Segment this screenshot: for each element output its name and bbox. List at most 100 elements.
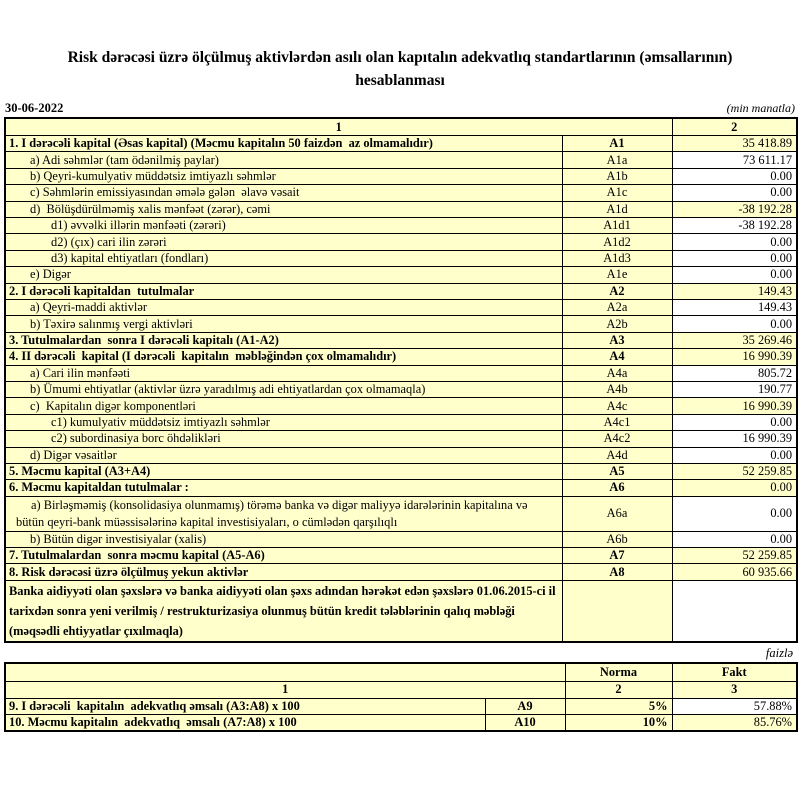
row-value: 52 259.85	[671, 462, 798, 481]
row-label: 9. I dərəcəli kapitalın adekvatlıq əmsal…	[4, 697, 486, 716]
table-row: 5. Məcmu kapital (A3+A4) A5 52 259.85	[4, 462, 798, 481]
row-value: 0.00	[671, 184, 798, 202]
row-code: A6	[561, 479, 673, 497]
row-label: b) Təxirə salınmış vergi aktivləri	[4, 315, 563, 333]
table-row: 9. I dərəcəli kapitalın adekvatlıq əmsal…	[4, 697, 798, 716]
row-code: A4a	[561, 364, 673, 382]
row-value: 16 990.39	[671, 430, 798, 448]
table-row: 6. Məcmu kapitaldan tutulmalar : A6 0.00	[4, 479, 798, 497]
row-code: A1d1	[561, 217, 673, 235]
percent-note: faizlə	[765, 646, 793, 661]
column-number-3: 3	[671, 680, 798, 699]
row-label: 7. Tutulmalardan sonra məcmu kapital (A5…	[4, 547, 563, 565]
row-label: e) Digər	[4, 266, 563, 284]
table-row: 8. Risk dərəcəsi üzrə ölçülmuş yekun akt…	[4, 563, 798, 581]
table-row: e) Digər A1e 0.00	[4, 266, 798, 284]
table-row: c) Səhmlərin emissiyasından əmələ gələn …	[4, 184, 798, 202]
row-value: 0.00	[671, 413, 798, 432]
table-row: d2) (çıx) cari ilin zərəri A1d2 0.00	[4, 233, 798, 251]
row-label: a) Adi səhmlər (tam ödənilmiş paylar)	[4, 151, 563, 169]
row-norma-value: 5%	[564, 697, 673, 716]
row-value: 0.00	[671, 167, 798, 186]
table-row: c1) kumulyativ müddətsiz imtiyazlı səhml…	[4, 413, 798, 432]
row-code: A1c	[561, 184, 673, 202]
column-number-1: 1	[4, 680, 566, 699]
row-value: -38 192.28	[671, 217, 798, 235]
row-code: A6b	[561, 530, 673, 549]
row-label: a) Qeyri-maddi aktivlər	[4, 298, 563, 317]
row-value: 0.00	[671, 266, 798, 284]
row-label: c) Kapitalın digər komponentləri	[4, 397, 563, 415]
row-label: c1) kumulyativ müddətsiz imtiyazlı səhml…	[4, 413, 563, 432]
row-code: A3	[561, 331, 673, 350]
column-header-1: 1	[4, 117, 673, 137]
table-row: a) Adi səhmlər (tam ödənilmiş paylar) A1a…	[4, 151, 798, 169]
row-value: 52 259.85	[671, 547, 798, 565]
table-row: 10. Məcmu kapitalın adekvatlıq əmsalı (A…	[4, 714, 798, 732]
row-code: A8	[561, 563, 673, 581]
column-number-2: 2	[564, 680, 673, 699]
row-value: 805.72	[671, 364, 798, 382]
row-value: 35 418.89	[671, 135, 798, 153]
row-value: 16 990.39	[671, 348, 798, 366]
row-label: 6. Məcmu kapitaldan tutulmalar :	[4, 479, 563, 497]
table-row: a) Birləşməmiş (konsolidasiya olunmamış)…	[4, 495, 798, 532]
row-label: d3) kapital ehtiyatları (fondları)	[4, 249, 563, 268]
row-label: d1) əvvəlki illərin mənfəəti (zərəri)	[4, 217, 563, 235]
row-code: A7	[561, 547, 673, 565]
table-row: a) Cari ilin mənfəəti A4a 805.72	[4, 364, 798, 382]
row-value: 149.43	[671, 282, 798, 301]
row-code: A5	[561, 462, 673, 481]
ratio-table: Norma Fakt 1 2 3 9. I dərəcəli kapitalın…	[4, 662, 798, 733]
table-row: a) Qeyri-maddi aktivlər A2a 149.43	[4, 298, 798, 317]
row-value: 0.00	[671, 495, 798, 532]
row-value: 0.00	[671, 315, 798, 333]
row-value: 149.43	[671, 298, 798, 317]
row-value: 35 269.46	[671, 331, 798, 350]
row-code: A4	[561, 348, 673, 366]
row-code: A6a	[561, 495, 673, 532]
row-value: 0.00	[671, 530, 798, 549]
row-value: 0.00	[671, 233, 798, 251]
row-code: A4c	[561, 397, 673, 415]
row-fakt-value: 85.76%	[671, 714, 798, 732]
column-header-2: 2	[671, 117, 798, 137]
capital-table: 1 2 1. I dərəcəli kapital (Əsas kapital)…	[4, 117, 799, 644]
column-header-fakt: Fakt	[671, 662, 798, 682]
row-code: A1d2	[561, 233, 673, 251]
row-value: 16 990.39	[671, 397, 798, 415]
table-row: d) Bölüşdürülməmiş xalis mənfəət (zərər)…	[4, 200, 798, 219]
row-label: d2) (çıx) cari ilin zərəri	[4, 233, 563, 251]
row-code: A4c2	[561, 430, 673, 448]
table-row: c2) subordinasiya borc öhdəlikləri A4c2 16…	[4, 430, 798, 448]
row-code: A1e	[561, 266, 673, 284]
row-label: 3. Tutulmalardan sonra I dərəcəli kapita…	[4, 331, 563, 350]
row-label: 2. I dərəcəli kapitaldan tutulmalar	[4, 282, 563, 301]
table-row: 4. II dərəcəli kapital (I dərəcəli kapit…	[4, 348, 798, 366]
row-label: 5. Məcmu kapital (A3+A4)	[4, 462, 563, 481]
row-label: a) Cari ilin mənfəəti	[4, 364, 563, 382]
row-code: A1b	[561, 167, 673, 186]
table-row: b) Ümumi ehtiyatlar (aktivlər üzrə yarad…	[4, 380, 798, 399]
row-code: A1	[561, 135, 673, 153]
table-row: d) Digər vəsaitlər A4d 0.00	[4, 446, 798, 464]
table-row: c) Kapitalın digər komponentləri A4c 16 99…	[4, 397, 798, 415]
row-label: 8. Risk dərəcəsi üzrə ölçülmuş yekun akt…	[4, 563, 563, 581]
row-label: d) Bölüşdürülməmiş xalis mənfəət (zərər)…	[4, 200, 563, 219]
row-label: 10. Məcmu kapitalın adekvatlıq əmsalı (A…	[4, 714, 486, 732]
row-code: A4d	[561, 446, 673, 464]
table-row: b) Bütün digər investisiyalar (xalis) A6b…	[4, 530, 798, 549]
row-value: 190.77	[671, 380, 798, 399]
meta-row: 30-06-2022 (min manatla)	[5, 101, 795, 116]
row-value: 60 935.66	[671, 563, 798, 581]
row-label: c2) subordinasiya borc öhdəlikləri	[4, 430, 563, 448]
table-row: 2. I dərəcəli kapitaldan tutulmalar A2 149…	[4, 282, 798, 301]
row-code: A1d3	[561, 249, 673, 268]
table-row: 7. Tutulmalardan sonra məcmu kapital (A5…	[4, 547, 798, 565]
table2-number-row: 1 2 3	[4, 680, 798, 699]
row-label: a) Birləşməmiş (konsolidasiya olunmamış)…	[4, 495, 563, 532]
row-code: A1a	[561, 151, 673, 169]
row-code: A2	[561, 282, 673, 301]
table1-header-row: 1 2	[4, 117, 798, 137]
table-row: b) Təxirə salınmış vergi aktivləri A2b 0.0…	[4, 315, 798, 333]
